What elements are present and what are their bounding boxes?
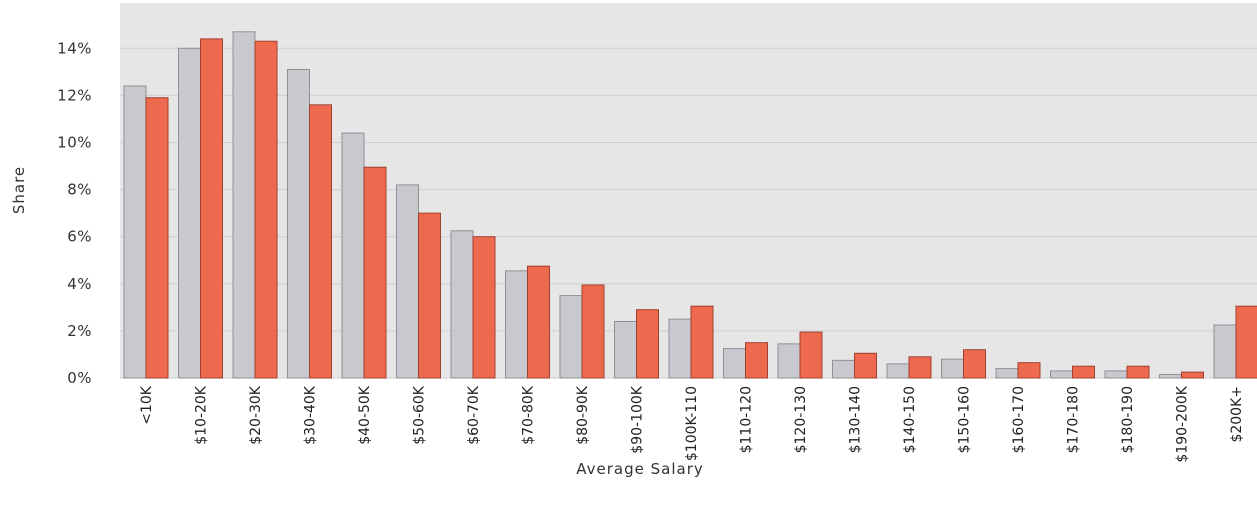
x-tick-label: $50-60K [412, 385, 428, 445]
y-tick-label: 14% [57, 39, 92, 57]
bar-series-a [505, 270, 528, 379]
x-axis-title: Average Salary [576, 460, 703, 478]
bar-series-b [963, 349, 986, 379]
bar-series-a [886, 363, 910, 379]
x-tick-label: $70-80K [521, 385, 537, 445]
x-tick-label: $40-50K [357, 385, 373, 445]
x-tick-label: $60-70K [466, 385, 482, 445]
x-tick-label: $30-40K [303, 385, 319, 445]
bar-series-a [1213, 324, 1237, 379]
x-tick-label: $150-160 [957, 386, 973, 453]
x-tick-label: $130-140 [848, 386, 864, 453]
x-tick-label: <10K [139, 385, 155, 425]
x-tick-label: $80-90K [575, 385, 591, 445]
y-tick-label: 0% [67, 369, 92, 387]
bar-series-b [527, 265, 550, 379]
bar-series-a [668, 318, 692, 379]
bar-series-b [363, 166, 387, 379]
y-axis-ticks: 0% 2% 4% 6% 8% 10% 12% 14% [57, 39, 92, 387]
bar-series-a [396, 184, 419, 379]
bar-series-b [254, 40, 278, 379]
x-tick-label: $170-180 [1066, 386, 1082, 453]
bar-series-a [723, 348, 746, 379]
bar-series-b [145, 97, 169, 379]
bar-series-b [1181, 371, 1204, 379]
bar-series-a [341, 132, 365, 379]
bar-series-a [832, 359, 855, 379]
bar-series-a [777, 343, 801, 379]
x-tick-label: $200K+ [1229, 386, 1245, 443]
bar-series-a [178, 47, 201, 379]
y-axis-title: Share [10, 166, 28, 214]
y-tick-label: 6% [67, 228, 92, 246]
x-tick-label: $110-120 [739, 386, 755, 453]
bar-series-b [908, 356, 932, 379]
y-tick-label: 10% [57, 134, 92, 152]
bar-series-a [287, 68, 310, 379]
y-tick-label: 8% [67, 181, 92, 199]
bar-series-b [1072, 365, 1095, 379]
bar-series-b [690, 305, 714, 379]
bar-series-a [995, 368, 1019, 379]
bar-series-b [1017, 362, 1041, 379]
bar-series-b [472, 236, 496, 379]
x-tick-label: $90-100K [630, 385, 646, 453]
bar-series-b [799, 331, 823, 379]
x-tick-label: $160-170 [1011, 386, 1027, 453]
x-axis-ticks: <10K $10-20K $20-30K $30-40K $40-50K $50-60K $… [139, 385, 1245, 462]
y-tick-label: 2% [67, 322, 92, 340]
x-tick-label: $10-20K [194, 385, 210, 445]
bar-series-b [1235, 305, 1257, 379]
bar-series-b [745, 342, 768, 379]
bar-series-b [1126, 365, 1150, 379]
x-tick-label: $180-190 [1120, 386, 1136, 453]
bar-series-b [309, 104, 332, 379]
x-tick-label: $20-30K [248, 385, 264, 445]
bar-series-b [854, 352, 877, 379]
bar-series-b [581, 284, 605, 379]
bar-series-a [941, 358, 964, 379]
bars [123, 31, 1257, 379]
x-tick-label: $190-200K [1175, 385, 1191, 462]
x-tick-label: $140-150 [902, 386, 918, 453]
bar-series-a [232, 31, 256, 379]
bar-series-b [200, 38, 223, 379]
bar-series-a [1104, 370, 1128, 379]
bar-series-a [123, 85, 147, 379]
bar-series-a [614, 320, 637, 379]
x-tick-label: $100K-110 [684, 386, 700, 461]
y-tick-label: 12% [57, 86, 92, 104]
bar-series-b [418, 212, 441, 379]
bar-series-b [636, 309, 659, 379]
y-tick-label: 4% [67, 275, 92, 293]
bar-series-a [559, 295, 583, 379]
bar-series-a [1159, 373, 1182, 379]
bar-series-a [450, 230, 474, 379]
bar-series-a [1050, 370, 1073, 379]
x-tick-label: $120-130 [793, 386, 809, 453]
